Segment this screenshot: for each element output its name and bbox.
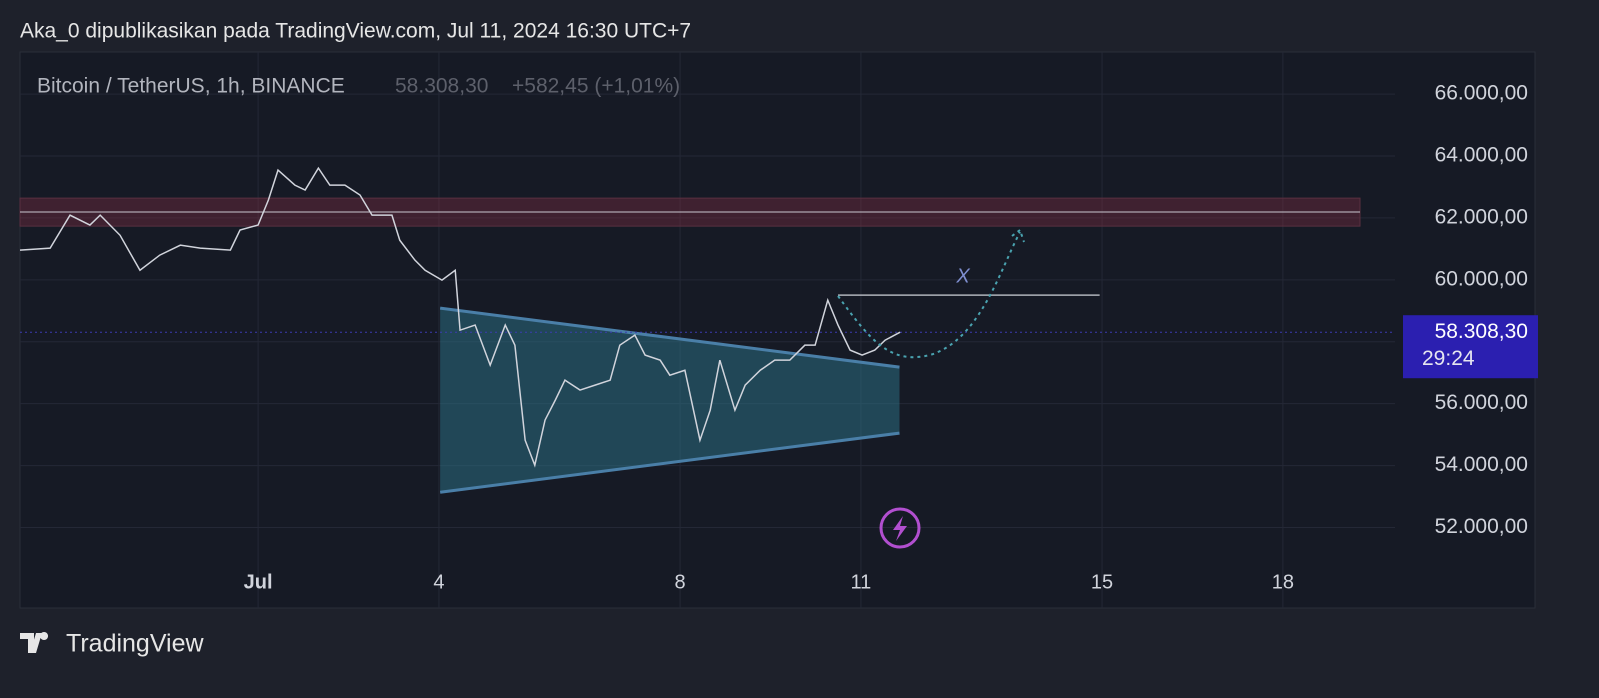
price-box-label: 58.308,30 xyxy=(1435,320,1528,343)
lightning-icon[interactable] xyxy=(879,507,921,549)
y-tick-label: 60.000,00 xyxy=(1435,267,1528,290)
price-series xyxy=(19,166,901,468)
plot: 52.000,0054.000,0056.000,0058.000,0060.0… xyxy=(19,52,1538,608)
triangle xyxy=(440,308,900,493)
x-tick-label: 18 xyxy=(1272,571,1294,593)
y-tick-label: 66.000,00 xyxy=(1435,82,1528,105)
lightning-bolt xyxy=(893,516,907,541)
x-tick-label: Jul xyxy=(244,571,273,593)
y-tick-label: 62.000,00 xyxy=(1435,205,1528,228)
author-line: Aka_0 dipublikasikan pada TradingView.co… xyxy=(20,20,691,43)
brand: TradingView xyxy=(66,630,205,658)
x-tick-label: 4 xyxy=(433,571,444,593)
legend-price: 58.308,30 xyxy=(395,75,488,98)
legend-change: +582,45 (+1,01%) xyxy=(512,75,680,98)
y-tick-label: 54.000,00 xyxy=(1435,453,1528,476)
annotation-x: X xyxy=(955,265,970,287)
price-box xyxy=(1403,315,1538,379)
logo xyxy=(20,632,49,653)
x-tick-label: 11 xyxy=(851,571,872,593)
projection-arrow xyxy=(837,228,1025,359)
x-tick-label: 8 xyxy=(675,571,686,593)
y-tick-label: 56.000,00 xyxy=(1435,391,1528,414)
triangle-lower xyxy=(439,431,900,494)
chart-pane xyxy=(19,51,1536,609)
chart-title: Bitcoin / TetherUS, 1h, BINANCE xyxy=(37,75,345,98)
y-tick-label: 52.000,00 xyxy=(1435,515,1528,538)
y-tick-label: 64.000,00 xyxy=(1435,144,1528,167)
countdown: 29:24 xyxy=(1422,347,1475,370)
x-tick-label: 15 xyxy=(1091,571,1113,593)
triangle-upper xyxy=(439,306,900,369)
